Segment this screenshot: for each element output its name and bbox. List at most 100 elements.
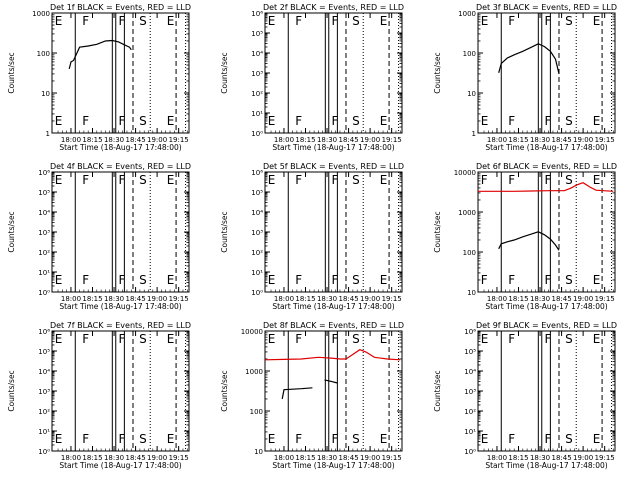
y-tick-label: 10⁴: [251, 209, 263, 217]
flag-label-top: S: [139, 173, 147, 187]
flag-label: S: [565, 432, 573, 446]
y-tick-label: 10¹: [464, 428, 476, 436]
y-axis-title: Counts/sec: [7, 211, 16, 252]
y-tick-label: 100: [37, 50, 50, 58]
y-axis-title: Counts/sec: [7, 52, 16, 93]
flag-label: F: [508, 273, 515, 287]
flag-label-top: E: [268, 173, 276, 187]
flag-label: E: [481, 432, 489, 446]
flag-label: F: [544, 432, 551, 446]
flag-label: F: [544, 273, 551, 287]
det-9f-panel: Det 9f BLACK = Events, RED = LLD 10⁰ 10¹ 10…: [433, 321, 617, 470]
flag-label-top: F: [331, 332, 338, 346]
x-axis-title: Start Time (18-Aug-17 17:48:00): [59, 461, 181, 470]
x-tick-label: 18:45: [125, 454, 145, 462]
x-tick-label: 18:00: [274, 295, 294, 303]
flag-label: E: [593, 114, 601, 128]
flag-label: F: [508, 114, 515, 128]
flag-label-top: S: [352, 173, 360, 187]
y-tick-label: 1000: [458, 209, 476, 217]
flag-label-top: E: [167, 14, 175, 28]
series-line-1: [478, 182, 614, 192]
flag-label-top: S: [565, 332, 573, 346]
y-tick-label: 10⁰: [464, 448, 476, 456]
y-tick-label: 10000: [241, 328, 263, 336]
flag-label: F: [295, 432, 302, 446]
flag-label-top: F: [331, 173, 338, 187]
flag-label: E: [167, 114, 175, 128]
y-tick-label: 100: [463, 50, 476, 58]
x-tick-label: 18:15: [508, 136, 528, 144]
y-tick-label: 10⁵: [251, 30, 263, 38]
y-tick-label: 10³: [251, 229, 263, 237]
y-tick-label: 10⁶: [464, 328, 476, 336]
flag-label: F: [331, 432, 338, 446]
flag-label: S: [139, 273, 147, 287]
x-axis-title: Start Time (18-Aug-17 17:48:00): [485, 461, 607, 470]
x-axis-title: Start Time (18-Aug-17 17:48:00): [59, 302, 181, 311]
panel-title: Det 5f BLACK = Events, RED = LLD: [263, 162, 404, 171]
flag-label: S: [352, 432, 360, 446]
x-tick-label: 18:15: [82, 136, 102, 144]
y-tick-label: 10⁵: [251, 189, 263, 197]
flag-label-top: F: [508, 173, 515, 187]
flag-label-top: F: [82, 173, 89, 187]
x-tick-label: 18:00: [274, 454, 294, 462]
x-tick-label: 19:15: [169, 454, 189, 462]
series-line-1: [324, 379, 338, 384]
x-tick-label: 18:00: [487, 454, 507, 462]
det-2f-panel: Det 2f BLACK = Events, RED = LLD 10⁰ 10¹ 10…: [220, 3, 404, 152]
y-tick-label: 10⁶: [251, 10, 263, 18]
y-tick-label: 10⁵: [38, 348, 50, 356]
flag-label: F: [82, 114, 89, 128]
det-5f-panel: Det 5f BLACK = Events, RED = LLD 10⁰ 10¹ 10…: [220, 162, 404, 311]
x-tick-label: 18:00: [487, 295, 507, 303]
x-tick-label: 18:30: [104, 295, 124, 303]
y-tick-label: 100: [250, 408, 263, 416]
flag-label-top: F: [118, 332, 125, 346]
flag-label-top: S: [565, 173, 573, 187]
flag-label: F: [118, 273, 125, 287]
y-tick-label: 10⁶: [251, 169, 263, 177]
panel-title: Det 6f BLACK = Events, RED = LLD: [476, 162, 617, 171]
y-tick-label: 1000: [245, 368, 263, 376]
flag-label: S: [139, 432, 147, 446]
flag-label: F: [544, 114, 551, 128]
x-tick-label: 19:15: [595, 136, 615, 144]
y-tick-label: 10⁵: [464, 348, 476, 356]
flag-label-top: F: [295, 14, 302, 28]
plot-frame: [51, 12, 190, 134]
det-1f-panel: Det 1f BLACK = Events, RED = LLD 1 10 100 10…: [7, 3, 191, 152]
det-7f-panel: Det 7f BLACK = Events, RED = LLD 10⁰ 10¹ 10…: [7, 321, 191, 470]
x-tick-label: 18:30: [104, 454, 124, 462]
det-4f-panel: Det 4f BLACK = Events, RED = LLD 10⁰ 10¹ 10…: [7, 162, 191, 311]
flag-label-top: F: [295, 173, 302, 187]
x-tick-label: 19:00: [147, 454, 167, 462]
x-tick-label: 18:30: [317, 136, 337, 144]
flag-label-top: F: [508, 332, 515, 346]
x-tick-label: 18:15: [82, 454, 102, 462]
panel-title: Det 2f BLACK = Events, RED = LLD: [263, 3, 404, 12]
x-tick-label: 19:15: [169, 295, 189, 303]
flag-label: E: [593, 432, 601, 446]
y-tick-label: 10: [467, 289, 476, 297]
flag-label-top: S: [565, 14, 573, 28]
y-tick-label: 10³: [38, 388, 50, 396]
y-tick-label: 1000: [32, 10, 50, 18]
panel-title: Det 8f BLACK = Events, RED = LLD: [263, 321, 404, 330]
x-tick-label: 18:15: [82, 295, 102, 303]
flag-label: E: [481, 114, 489, 128]
flag-label-top: F: [82, 14, 89, 28]
x-tick-label: 18:00: [61, 454, 81, 462]
flag-label-top: E: [593, 332, 601, 346]
flag-label-top: F: [544, 173, 551, 187]
flag-label-top: S: [352, 332, 360, 346]
x-tick-label: 18:45: [551, 454, 571, 462]
y-axis-title: Counts/sec: [7, 370, 16, 411]
x-tick-label: 18:45: [551, 295, 571, 303]
flag-label-top: E: [481, 14, 489, 28]
y-tick-label: 10⁴: [464, 368, 476, 376]
panel-title: Det 7f BLACK = Events, RED = LLD: [50, 321, 191, 330]
y-tick-label: 10³: [464, 388, 476, 396]
